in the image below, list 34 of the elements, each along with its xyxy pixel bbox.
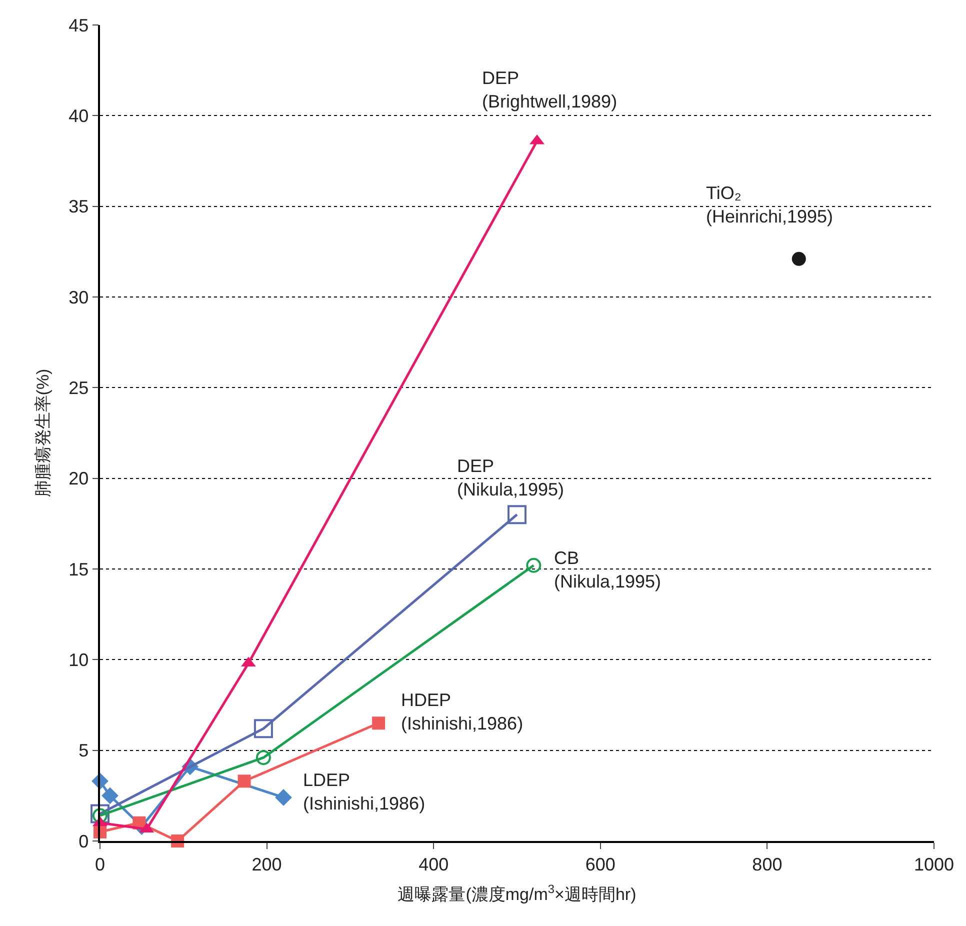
y-tick-label: 40 (68, 106, 89, 126)
series-label: LDEP (Ishinishi,1986) (303, 770, 426, 814)
x-tick-label: 0 (94, 854, 106, 874)
x-tick-label: 800 (752, 854, 782, 874)
y-tick-label: 0 (78, 831, 89, 852)
x-tick-label: 200 (252, 854, 282, 874)
y-tick-label: 15 (68, 559, 89, 580)
x-axis-title: 週曝露量(濃度mg/m$^{3}$×週時間hr) (398, 882, 636, 904)
y-axis-title: 肺腫瘍発生率(%) (34, 368, 53, 498)
point (90, 804, 110, 824)
point (102, 787, 118, 804)
y-tick-label: 20 (68, 468, 89, 489)
y-tick-label: 30 (68, 287, 89, 308)
point (526, 558, 542, 573)
text: DEP (Brightwell,1989) (482, 68, 618, 112)
y-tick-label: 10 (68, 650, 89, 670)
point (508, 505, 526, 524)
text: TiO₂ (Heinrichi,1995) (706, 183, 834, 226)
y-tick-label: 35 (68, 196, 89, 217)
y-tick-label: 45 (68, 15, 89, 36)
y-tick-label: 5 (78, 740, 89, 761)
point (238, 774, 251, 788)
y-tick-label: 25 (68, 378, 89, 398)
series-label: DEP (Nikula,1995) (457, 456, 564, 500)
point (372, 716, 386, 730)
point (792, 252, 806, 266)
point (275, 789, 292, 806)
series-label: CB (Nikula,1995) (554, 548, 662, 592)
series-label: HDEP (Ishinishi,1986) (401, 690, 524, 734)
point (254, 719, 273, 738)
x-tick-label: 400 (418, 854, 449, 874)
x-tick-label: 1000 (914, 854, 954, 874)
x-tick-label: 600 (585, 854, 616, 874)
point (256, 750, 271, 766)
